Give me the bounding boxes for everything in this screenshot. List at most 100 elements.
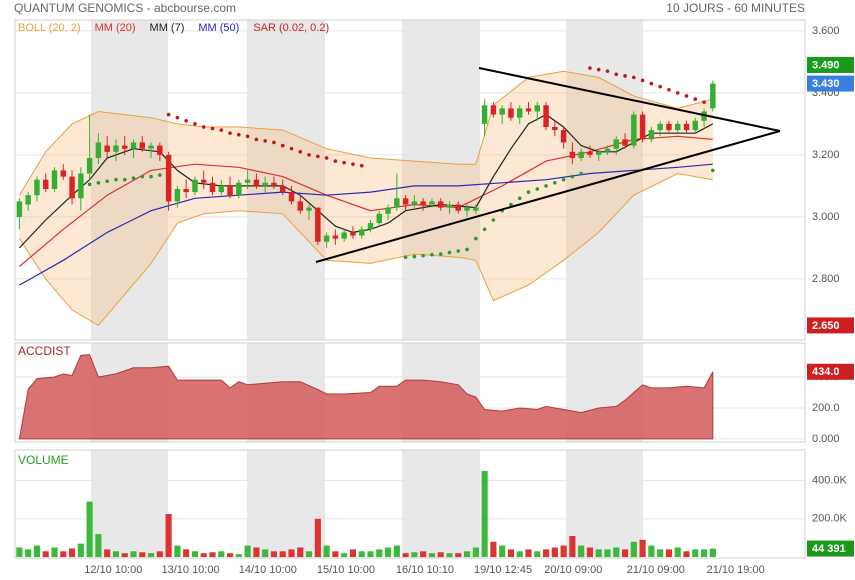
volume-bar bbox=[384, 547, 392, 558]
accdist-area bbox=[18, 354, 714, 440]
last-value-label: 434.0 bbox=[812, 366, 840, 378]
sar-dot bbox=[570, 174, 575, 179]
candle-body bbox=[552, 126, 558, 131]
last-value-box bbox=[807, 363, 854, 380]
volume-bar bbox=[674, 547, 681, 558]
candle-body bbox=[683, 123, 690, 131]
volume-bar bbox=[165, 514, 172, 558]
sar-dot bbox=[122, 177, 127, 182]
sar-dot bbox=[87, 182, 92, 187]
volume-bar bbox=[683, 551, 690, 558]
volume-bar bbox=[147, 553, 155, 558]
y-tick-label: 2.800 bbox=[812, 273, 840, 285]
volume-bar bbox=[578, 545, 585, 558]
candle-body bbox=[464, 207, 470, 211]
volume-bar bbox=[130, 551, 137, 558]
candle-body bbox=[244, 179, 251, 183]
volume-bar bbox=[411, 552, 418, 558]
sar-dot bbox=[482, 227, 487, 232]
sar-dot bbox=[465, 247, 469, 252]
volume-bar bbox=[358, 551, 365, 558]
volume-bar bbox=[630, 541, 637, 558]
volume-bar bbox=[314, 518, 321, 558]
panel-title: VOLUME bbox=[18, 453, 69, 467]
sar-dot bbox=[96, 180, 101, 185]
candle-body bbox=[192, 179, 198, 193]
sar-dot bbox=[614, 72, 619, 77]
legend-entry: MM (7) bbox=[150, 22, 185, 34]
sar-dot bbox=[193, 122, 197, 126]
candle-body bbox=[174, 188, 181, 202]
moving-average bbox=[19, 163, 713, 286]
volume-bar bbox=[218, 551, 225, 558]
y-tick-label: 200.0 bbox=[812, 402, 840, 414]
candle-body bbox=[675, 123, 681, 131]
sar-dot bbox=[588, 66, 592, 70]
x-tick-label: 16/10 10:10 bbox=[396, 564, 454, 576]
candle-body bbox=[481, 105, 488, 124]
volume-bar bbox=[244, 545, 251, 558]
candle-body bbox=[69, 176, 75, 199]
candle-body bbox=[455, 204, 461, 211]
candle-body bbox=[508, 108, 514, 118]
session-band bbox=[91, 450, 168, 558]
sar-dot bbox=[667, 87, 671, 92]
candle-body bbox=[271, 182, 277, 186]
x-tick-label: 21/10 09:00 bbox=[627, 564, 685, 576]
candle-body bbox=[165, 154, 172, 202]
sar-dot bbox=[263, 139, 267, 143]
volume-bar bbox=[174, 545, 181, 558]
volume-bar bbox=[490, 541, 497, 558]
sar-dot bbox=[237, 132, 241, 137]
volume-bar bbox=[534, 551, 541, 558]
candle-body bbox=[183, 188, 189, 193]
sar-dot bbox=[342, 160, 346, 165]
candle-body bbox=[613, 139, 619, 149]
chart-subtitle: 10 JOURS - 60 MINUTES bbox=[666, 1, 805, 15]
candle-body bbox=[148, 145, 154, 149]
candle-body bbox=[288, 192, 295, 202]
candle-body bbox=[604, 148, 611, 152]
sar-dot bbox=[658, 84, 662, 89]
volume-bar bbox=[560, 545, 567, 558]
sar-dot bbox=[333, 159, 338, 163]
sar-dot bbox=[623, 74, 627, 78]
candle-body bbox=[139, 142, 145, 149]
volume-bar bbox=[341, 553, 348, 558]
candle-body bbox=[692, 120, 698, 131]
candle-body bbox=[543, 105, 549, 127]
y-tick-label: 3.000 bbox=[812, 211, 840, 223]
sar-dot bbox=[254, 137, 259, 142]
candle-body bbox=[402, 198, 409, 205]
sar-dot bbox=[201, 125, 206, 129]
sar-dot bbox=[649, 81, 654, 86]
sar-dot bbox=[316, 154, 320, 159]
volume-bar bbox=[393, 545, 400, 558]
volume-bar bbox=[709, 548, 716, 558]
volume-bar bbox=[367, 551, 374, 558]
volume-bar bbox=[376, 549, 383, 558]
volume-bar bbox=[648, 545, 655, 558]
volume-bar bbox=[323, 545, 330, 558]
candle-body bbox=[227, 185, 233, 196]
panel-title: ACCDIST bbox=[18, 344, 71, 358]
legend-entry: MM (20) bbox=[95, 22, 136, 34]
candle-body bbox=[420, 201, 426, 205]
volume-bar bbox=[613, 547, 620, 558]
candle-body bbox=[438, 201, 444, 208]
sar-dot bbox=[298, 149, 303, 154]
plot-layer bbox=[14, 19, 806, 559]
y-tick-label: 0.000 bbox=[812, 433, 840, 445]
y-tick-label: 400.0K bbox=[812, 474, 848, 486]
volume-bar bbox=[621, 549, 629, 558]
volume-bar bbox=[420, 551, 427, 558]
x-tick-label: 13/10 10:00 bbox=[161, 564, 219, 576]
sar-dot bbox=[105, 179, 109, 184]
volume-bar bbox=[595, 549, 602, 558]
volume-bar bbox=[332, 551, 339, 558]
sar-dot bbox=[359, 163, 364, 168]
volume-bar bbox=[77, 543, 84, 558]
candle-body bbox=[710, 83, 716, 109]
candle-body bbox=[262, 182, 268, 186]
